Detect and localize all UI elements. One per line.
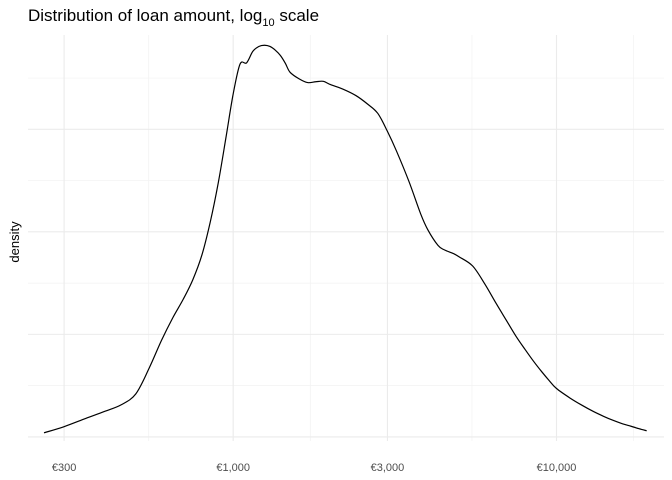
- x-tick-label: €10,000: [537, 462, 577, 474]
- x-tick-label: €300: [52, 462, 76, 474]
- chart-title: Distribution of loan amount, log10 scale: [28, 6, 319, 29]
- x-axis-tick-labels: €300 €1,000 €3,000 €10,000: [52, 462, 577, 474]
- chart-title-main: Distribution of loan amount, log: [28, 6, 262, 25]
- chart-title-subscript: 10: [262, 17, 274, 29]
- y-axis-label: density: [7, 221, 22, 263]
- x-tick-label: €3,000: [371, 462, 405, 474]
- x-tick-label: €1,000: [216, 462, 250, 474]
- chart-title-suffix: scale: [275, 6, 319, 25]
- gridlines: [28, 35, 664, 441]
- density-curve: [43, 44, 647, 434]
